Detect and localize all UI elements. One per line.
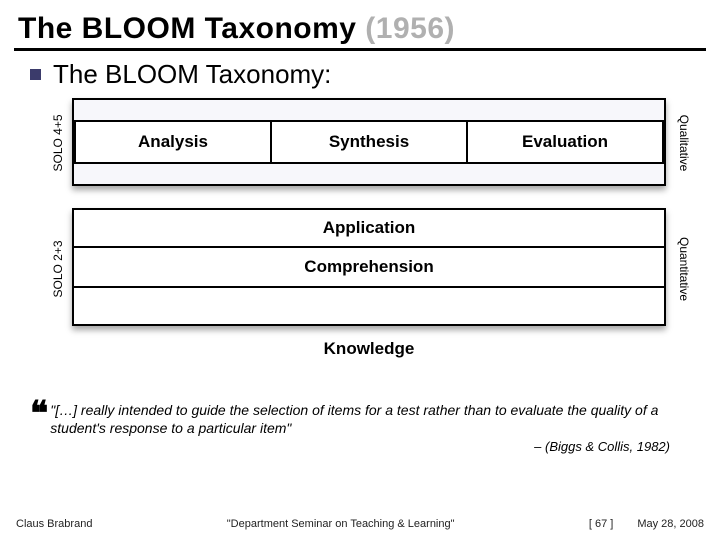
mid-spacer <box>74 288 664 324</box>
quote-block: ❝ "[…] really intended to guide the sele… <box>30 402 700 454</box>
top-block: Analysis Synthesis Evaluation <box>72 98 666 186</box>
taxonomy-diagram: SOLO 4+5 SOLO 2+3 Qualitative Quantitati… <box>48 98 690 378</box>
mid-block: Application Comprehension <box>72 208 666 326</box>
bullet-icon <box>30 69 41 80</box>
slide-title: The BLOOM Taxonomy (1956) <box>0 0 720 48</box>
footer-date: May 28, 2008 <box>637 518 704 530</box>
title-year: (1956) <box>365 12 455 45</box>
cell-evaluation: Evaluation <box>466 120 664 164</box>
footer-author: Claus Brabrand <box>16 518 92 530</box>
cell-comprehension: Comprehension <box>74 248 664 288</box>
quote-text: "[…] really intended to guide the select… <box>30 402 700 437</box>
quote-mark-icon: ❝ <box>30 402 48 426</box>
subtitle-row: The BLOOM Taxonomy: <box>0 51 720 94</box>
subtitle: The BLOOM Taxonomy: <box>53 59 331 90</box>
cell-knowledge: Knowledge <box>72 332 666 366</box>
footer: Claus Brabrand "Department Seminar on Te… <box>0 518 720 530</box>
title-main: The BLOOM Taxonomy <box>18 12 365 45</box>
top-row: Analysis Synthesis Evaluation <box>74 120 664 164</box>
footer-center: "Department Seminar on Teaching & Learni… <box>92 518 588 530</box>
footer-page: [ 67 ] <box>589 518 613 530</box>
quote-attribution: – (Biggs & Collis, 1982) <box>30 439 700 454</box>
cell-application: Application <box>74 210 664 248</box>
cell-analysis: Analysis <box>74 120 272 164</box>
cell-synthesis: Synthesis <box>270 120 468 164</box>
